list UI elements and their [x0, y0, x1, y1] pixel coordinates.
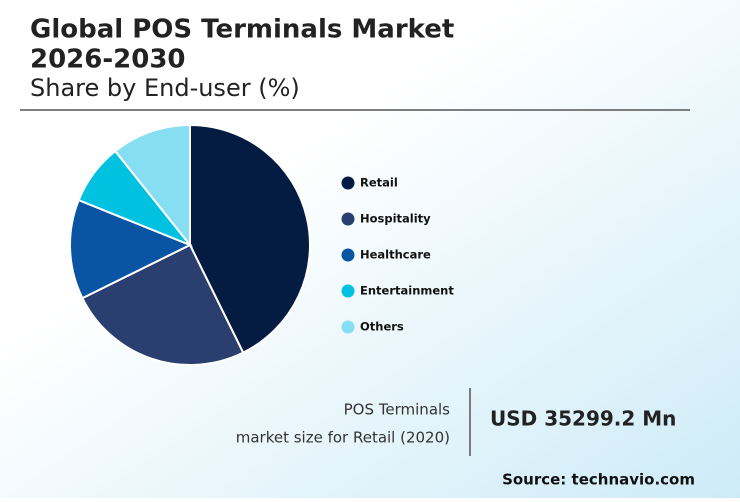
legend-marker [341, 320, 355, 334]
pie-slice [113, 123, 191, 248]
chart-title: Global POS Terminals Market [30, 15, 454, 45]
legend-label: Hospitality [360, 212, 431, 226]
legend-label: Entertainment [360, 284, 454, 298]
legend-marker [341, 212, 355, 226]
legend-label: Retail [360, 176, 398, 190]
pie-slice [81, 243, 245, 366]
chart-title: 2026-2030 [30, 45, 186, 75]
annotation-value: USD 35299.2 Mn [490, 407, 676, 431]
legend-marker [341, 176, 355, 190]
annotation-text: market size for Retail (2020) [236, 429, 450, 447]
pie-slice [69, 198, 193, 300]
legend-marker [341, 248, 355, 262]
legend-marker [341, 284, 355, 298]
annotation-text: POS Terminals [344, 401, 451, 419]
legend-label: Healthcare [360, 248, 431, 262]
source: Source: technavio.com [502, 471, 695, 489]
legend-label: Others [360, 320, 404, 334]
chart-subtitle: Share by End-user (%) [30, 74, 300, 102]
pie-slice [189, 123, 311, 354]
